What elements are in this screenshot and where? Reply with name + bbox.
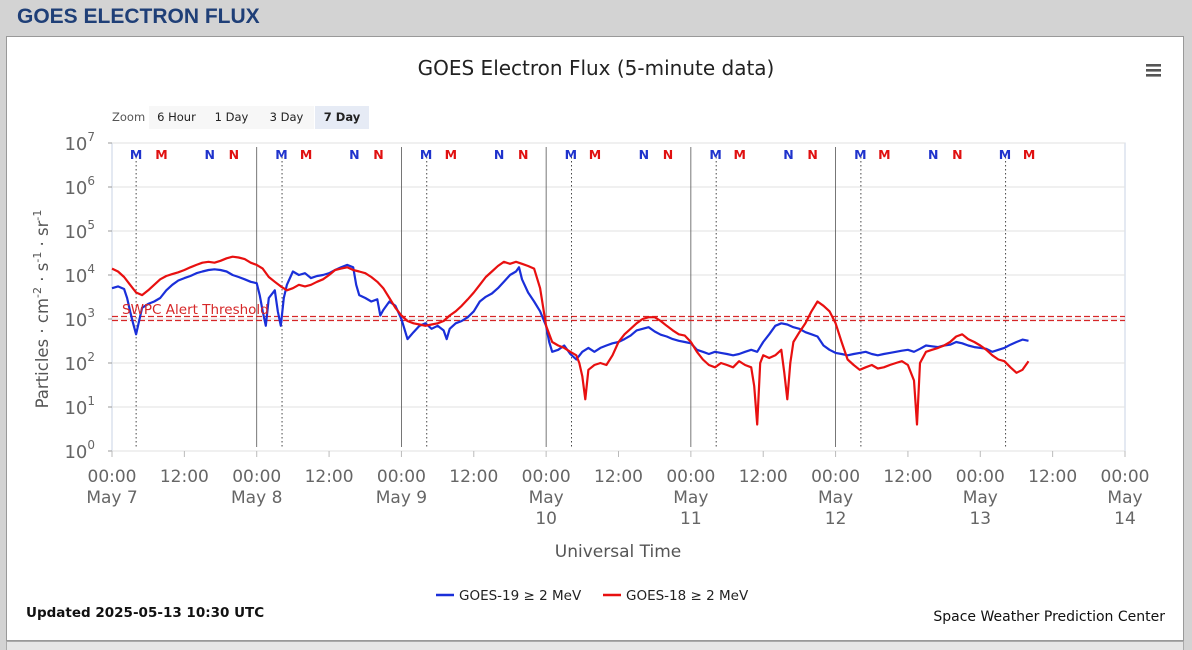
zoom-button-label: 1 Day <box>215 110 249 124</box>
x-tick-label: 00:00 <box>522 467 571 487</box>
x-tick-label: 00:00 <box>956 467 1005 487</box>
x-tick-label: 12:00 <box>739 467 788 487</box>
series-line-goes-19 <box>111 263 1029 361</box>
y-tick-label: 105 <box>64 218 95 243</box>
marker-m: M <box>854 147 866 162</box>
x-tick-label: 00:00 <box>666 467 715 487</box>
y-tick-label: 103 <box>64 306 95 331</box>
x-tick-date-label: May 9 <box>376 488 427 508</box>
legend: GOES-19 ≥ 2 MeV GOES-18 ≥ 2 MeV <box>436 588 749 604</box>
y-tick-label: 102 <box>64 350 95 375</box>
chart-panel: GOES Electron Flux (5-minute data) Zoom … <box>6 36 1184 641</box>
x-tick-date-label: 14 <box>1114 509 1136 529</box>
marker-n: N <box>807 147 817 162</box>
marker-m: M <box>878 147 890 162</box>
marker-m: M <box>733 147 745 162</box>
x-tick-label: 00:00 <box>232 467 281 487</box>
x-tick-date-label: 13 <box>969 509 991 529</box>
zoom-button-bg <box>204 106 259 129</box>
electron-flux-chart: GOES Electron Flux (5-minute data) Zoom … <box>26 56 1165 625</box>
y-axis-title: Particles · cm-2 · s-1 · sr-1 <box>31 210 52 409</box>
menu-icon[interactable] <box>1146 64 1161 77</box>
y-tick-label: 104 <box>64 262 95 287</box>
marker-m: M <box>1023 147 1035 162</box>
credit-text: Space Weather Prediction Center <box>933 609 1165 625</box>
x-tick-label: 00:00 <box>811 467 860 487</box>
marker-n: N <box>349 147 359 162</box>
marker-m: M <box>709 147 721 162</box>
zoom-buttons: 6 Hour 1 Day 3 Day 7 Day <box>149 106 369 129</box>
marker-n: N <box>952 147 962 162</box>
marker-n: N <box>229 147 239 162</box>
zoom-button-bg <box>315 106 369 129</box>
x-tick-date-label: May 7 <box>86 488 137 508</box>
zoom-label: Zoom <box>112 110 145 124</box>
x-axis-title: Universal Time <box>555 542 681 562</box>
zoom-button-label: 7 Day <box>324 110 361 124</box>
marker-n: N <box>663 147 673 162</box>
marker-m: M <box>445 147 457 162</box>
chart-title: GOES Electron Flux (5-minute data) <box>418 56 775 80</box>
marker-m: M <box>275 147 287 162</box>
marker-m: M <box>130 147 142 162</box>
x-tick-label: 12:00 <box>449 467 498 487</box>
x-tick-label: 12:00 <box>1028 467 1077 487</box>
plot-frame <box>111 142 1126 452</box>
x-tick-date-label: 10 <box>535 509 557 529</box>
marker-n: N <box>639 147 649 162</box>
x-tick-label: 12:00 <box>160 467 209 487</box>
marker-n: N <box>204 147 214 162</box>
marker-m: M <box>999 147 1011 162</box>
series-line-goes-18 <box>111 255 1030 426</box>
zoom-button-label: 6 Hour <box>157 110 196 124</box>
marker-n: N <box>928 147 938 162</box>
panel-footer-bar <box>6 641 1184 650</box>
y-tick-label: 106 <box>64 174 95 199</box>
legend-label: GOES-18 ≥ 2 MeV <box>626 588 749 604</box>
x-tick-label: 00:00 <box>1101 467 1150 487</box>
marker-m: M <box>155 147 167 162</box>
y-tick-label: 100 <box>64 438 95 463</box>
marker-n: N <box>783 147 793 162</box>
x-tick-label: 00:00 <box>377 467 426 487</box>
marker-m: M <box>300 147 312 162</box>
x-tick-label: 12:00 <box>883 467 932 487</box>
zoom-button-7-day[interactable]: 7 Day <box>315 106 369 129</box>
page-title: GOES ELECTRON FLUX <box>17 5 260 28</box>
x-tick-date-label: May 8 <box>231 488 282 508</box>
y-tick-label: 101 <box>64 394 95 419</box>
x-tick-date-label: 12 <box>825 509 847 529</box>
x-tick-label: 12:00 <box>305 467 354 487</box>
legend-label: GOES-19 ≥ 2 MeV <box>459 588 582 604</box>
zoom-button-3-day[interactable]: 3 Day <box>259 106 314 129</box>
x-tick-date-label: May <box>529 488 564 508</box>
y-tick-label: 107 <box>64 130 95 155</box>
threshold-label: SWPC Alert Threshold <box>122 302 269 318</box>
legend-item-goes-19[interactable]: GOES-19 ≥ 2 MeV <box>436 588 582 604</box>
x-tick-date-label: May <box>1107 488 1142 508</box>
marker-n: N <box>373 147 383 162</box>
zoom-button-6-hour[interactable]: 6 Hour <box>149 106 204 129</box>
updated-timestamp: Updated 2025-05-13 10:30 UTC <box>26 605 264 621</box>
marker-m: M <box>565 147 577 162</box>
x-tick-label: 00:00 <box>88 467 137 487</box>
zoom-button-bg <box>259 106 314 129</box>
marker-m: M <box>589 147 601 162</box>
x-tick-date-label: May <box>818 488 853 508</box>
x-tick-label: 12:00 <box>594 467 643 487</box>
legend-item-goes-18[interactable]: GOES-18 ≥ 2 MeV <box>603 588 749 604</box>
marker-m: M <box>420 147 432 162</box>
x-tick-date-label: 11 <box>680 509 702 529</box>
marker-n: N <box>494 147 504 162</box>
x-tick-date-label: May <box>673 488 708 508</box>
x-tick-date-label: May <box>963 488 998 508</box>
page-header: GOES ELECTRON FLUX <box>0 0 1192 36</box>
zoom-button-bg <box>149 106 204 129</box>
zoom-button-label: 3 Day <box>270 110 304 124</box>
zoom-button-1-day[interactable]: 1 Day <box>204 106 259 129</box>
plot-area: 100 101 102 103 104 105 106 107 Particles · cm-2… <box>31 130 1150 529</box>
marker-n: N <box>518 147 528 162</box>
